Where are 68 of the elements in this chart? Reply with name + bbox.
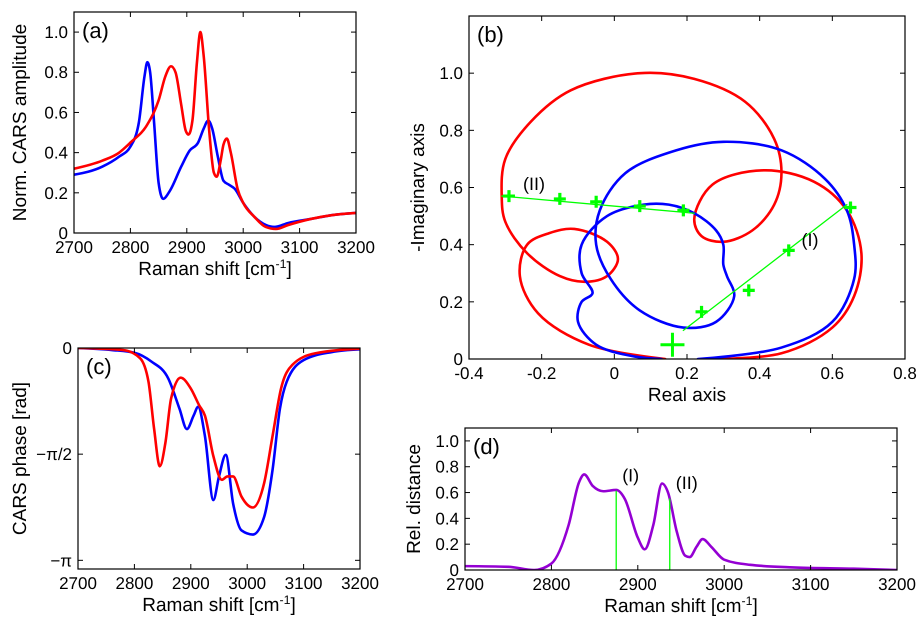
point: [782, 244, 795, 256]
line-series: [500, 72, 863, 359]
x-tick-label: 3000: [224, 238, 262, 257]
x-tick-label: 0.6: [820, 364, 844, 383]
x-tick-label: 2700: [446, 575, 484, 594]
y-axis-title: CARS phase [rad]: [10, 382, 31, 536]
y-axis-title: -Imaginary axis: [408, 123, 429, 252]
x-tick-label: 3100: [280, 238, 319, 257]
x-tick-label: 3200: [878, 575, 916, 594]
point: [590, 196, 602, 208]
y-tick-label: 0.2: [44, 184, 68, 203]
x-tick-label: 2900: [618, 575, 657, 594]
x-tick-label: 2700: [55, 238, 93, 257]
y-tick-label: 0.2: [439, 292, 463, 312]
x-tick-label: 0: [610, 364, 620, 383]
x-tick-label: 3000: [705, 575, 744, 594]
y-tick-label: −π: [50, 551, 72, 570]
point: [660, 332, 684, 357]
y-axis-title: Rel. distance: [404, 444, 425, 554]
x-tick-label: 0.8: [893, 364, 917, 383]
annotation: (II): [523, 174, 545, 194]
point: [742, 284, 755, 296]
chart-title: (c): [86, 354, 112, 379]
y-tick-label: 0.8: [435, 458, 459, 477]
point: [634, 200, 646, 212]
y-tick-label: 1.0: [435, 432, 459, 451]
x-tick-label: 0.2: [675, 364, 699, 383]
point: [502, 190, 515, 202]
chart-title: (b): [477, 22, 504, 47]
y-tick-label: 1.0: [44, 23, 68, 42]
y-axis-title: Norm. CARS amplitude: [10, 24, 31, 222]
x-tick-label: 2800: [532, 575, 570, 594]
x-tick-label: 3200: [341, 574, 379, 593]
x-tick-label: 2900: [172, 574, 210, 593]
point: [554, 192, 566, 205]
y-tick-label: 0.8: [44, 63, 68, 82]
x-tick-label: 2800: [111, 238, 150, 257]
x-axis-title: Raman shift [cm$^{-1}$]: [604, 594, 758, 617]
x-axis-title: Raman shift [cm$^{-1}$]: [142, 593, 296, 616]
y-tick-label: 0.6: [435, 483, 459, 502]
annotation: (I): [802, 230, 818, 250]
y-tick-label: 0.2: [435, 535, 459, 554]
point: [677, 204, 690, 216]
y-tick-label: 0: [62, 338, 72, 358]
chart-title: (a): [82, 18, 109, 43]
x-tick-label: 3100: [792, 575, 830, 594]
y-tick-label: 0.4: [435, 509, 459, 528]
x-axis-title: Real axis: [648, 385, 726, 406]
x-tick-label: 2900: [168, 238, 206, 257]
y-tick-label: −π/2: [36, 445, 72, 464]
point: [844, 202, 856, 214]
x-tick-label: 2800: [115, 574, 154, 593]
annotation: (II): [676, 473, 698, 493]
x-tick-label: 3000: [228, 574, 266, 593]
y-tick-label: 1.0: [439, 64, 463, 84]
x-tick-label: 3200: [337, 238, 375, 257]
x-tick-label: 0.4: [748, 364, 772, 383]
annotation: (I): [622, 465, 640, 486]
y-tick-label: 0.8: [439, 121, 463, 140]
y-tick-label: 0.4: [44, 144, 68, 163]
x-tick-label: 2700: [59, 574, 97, 593]
x-axis-title: Raman shift [cm$^{-1}$]: [138, 257, 292, 280]
chart-title: (d): [473, 434, 500, 459]
x-tick-label: -0.2: [527, 364, 556, 383]
y-tick-label: 0.6: [439, 178, 463, 198]
point: [696, 306, 708, 318]
x-tick-label: 3100: [284, 574, 323, 593]
y-tick-label: 0.6: [44, 103, 68, 122]
